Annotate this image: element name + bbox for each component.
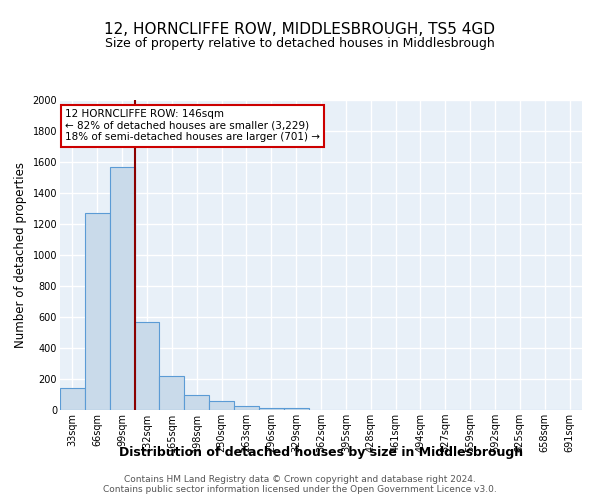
Bar (284, 408, 308, 410)
Text: Contains HM Land Registry data © Crown copyright and database right 2024.: Contains HM Land Registry data © Crown c… (124, 476, 476, 484)
Bar (259, 408, 284, 410)
Bar (60, 388, 85, 410)
Bar (234, 406, 259, 410)
Y-axis label: Number of detached properties: Number of detached properties (14, 162, 27, 348)
Bar (160, 376, 184, 410)
Bar (110, 166, 134, 410)
Text: Size of property relative to detached houses in Middlesbrough: Size of property relative to detached ho… (105, 38, 495, 51)
Bar (134, 322, 160, 410)
Text: 12 HORNCLIFFE ROW: 146sqm
← 82% of detached houses are smaller (3,229)
18% of se: 12 HORNCLIFFE ROW: 146sqm ← 82% of detac… (65, 110, 320, 142)
Bar (184, 394, 209, 410)
Bar (85, 213, 110, 410)
Bar (209, 402, 234, 410)
Text: Distribution of detached houses by size in Middlesbrough: Distribution of detached houses by size … (119, 446, 523, 459)
Text: 12, HORNCLIFFE ROW, MIDDLESBROUGH, TS5 4GD: 12, HORNCLIFFE ROW, MIDDLESBROUGH, TS5 4… (104, 22, 496, 38)
Text: Contains public sector information licensed under the Open Government Licence v3: Contains public sector information licen… (103, 486, 497, 494)
